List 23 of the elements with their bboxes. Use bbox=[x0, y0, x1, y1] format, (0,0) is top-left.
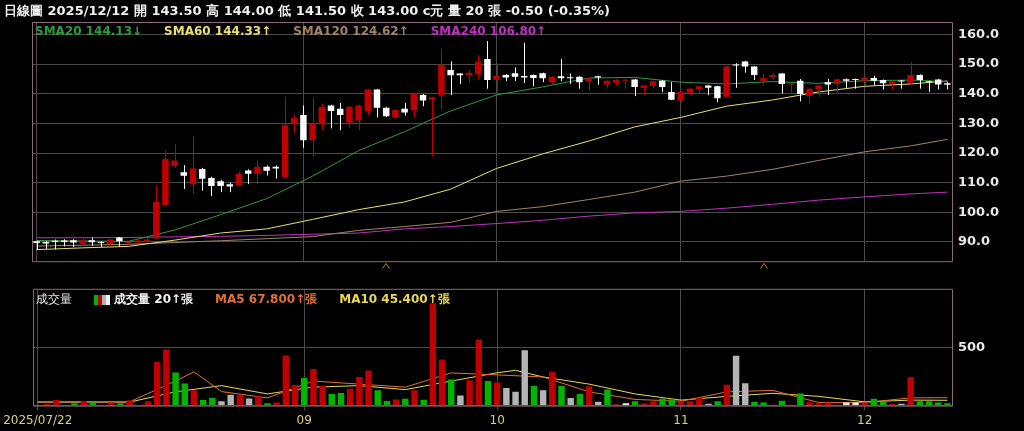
x-tick-label: 11 bbox=[673, 412, 689, 427]
legend-label: 成交量 20↑張 bbox=[114, 291, 194, 306]
y-tick-label: 140.0 bbox=[958, 85, 1000, 101]
text: SMA60 144.33↑ bbox=[164, 24, 272, 38]
y-tick-label: 90.0 bbox=[958, 233, 991, 249]
text: SMA240 106.80↑ bbox=[430, 24, 547, 38]
y-tick-label: 130.0 bbox=[958, 114, 1000, 130]
text: MA10 45.400↑張 bbox=[339, 291, 450, 306]
y-tick-label: 150.0 bbox=[958, 55, 1000, 71]
x-tick-label: 2025/07/22 bbox=[3, 412, 73, 427]
y-tick-label: 110.0 bbox=[958, 174, 1000, 190]
x-tick-label: 09 bbox=[296, 412, 312, 427]
x-tick-label: 12 bbox=[857, 412, 873, 427]
y-tick-label: 500 bbox=[958, 338, 986, 354]
text: SMA20 144.13↓ bbox=[35, 24, 143, 38]
text: MA5 67.800↑張 bbox=[215, 291, 318, 306]
x-tick-label: 10 bbox=[489, 412, 505, 427]
chart-title: 日線圖 2025/12/12 開 143.50 高 144.00 低 141.50 收 143.00 c元 量 20 張 -0.50 (-0.35%) bbox=[4, 2, 611, 20]
text: SMA120 124.62↑ bbox=[293, 24, 409, 38]
y-tick-label: 160.0 bbox=[958, 25, 1000, 41]
y-tick-label: 100.0 bbox=[958, 203, 1000, 219]
y-axis-title: 成交量 bbox=[36, 291, 73, 306]
y-tick-label: 120.0 bbox=[958, 144, 1000, 160]
